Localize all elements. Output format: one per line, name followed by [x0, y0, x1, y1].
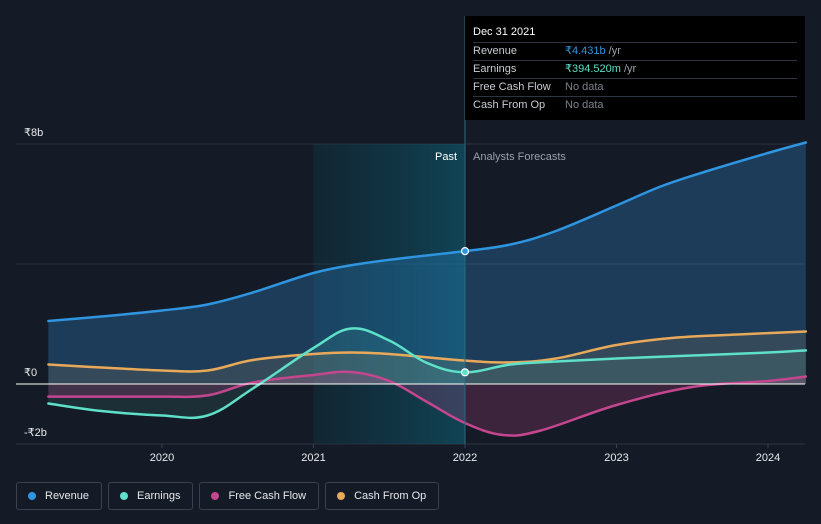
- tooltip-date: Dec 31 2021: [473, 26, 536, 38]
- x-tick-label: 2021: [301, 452, 325, 464]
- legend-item-free-cash-flow[interactable]: Free Cash Flow: [199, 482, 320, 510]
- past-highlight-region: [313, 144, 465, 444]
- revenue-line: [47, 141, 808, 323]
- legend-item-earnings[interactable]: Earnings: [108, 482, 194, 510]
- financial-chart: ₹8b ₹0 -₹2b 2020 2021 2022 2023 2024 Past Analy…: [16, 16, 808, 464]
- tooltip-row-cash-from-op: Cash From Op No data: [473, 96, 797, 114]
- tooltip-row-value: No data: [565, 99, 604, 111]
- tooltip-row-value: ₹4.431b: [565, 45, 606, 57]
- legend-dot-icon: [120, 492, 129, 500]
- legend-item-revenue[interactable]: Revenue: [16, 482, 103, 510]
- x-tick-label: 2024: [756, 452, 780, 464]
- legend-label: Free Cash Flow: [228, 490, 307, 502]
- legend-dot-icon: [337, 492, 346, 500]
- tooltip-row-label: Revenue: [473, 45, 518, 57]
- legend-label: Revenue: [45, 490, 90, 502]
- earnings-area: [48, 328, 806, 418]
- cash-from-op-line: [47, 330, 808, 373]
- y-tick-label: ₹0: [24, 367, 37, 379]
- tooltip-row-unit: /yr: [608, 45, 621, 57]
- revenue-marker: [460, 247, 470, 256]
- tooltip-row-unit: /yr: [623, 63, 637, 75]
- tooltip-row-free-cash-flow: Free Cash Flow No data: [473, 78, 797, 96]
- y-tick-label: -₹2b: [24, 427, 47, 439]
- x-tick-label: 2023: [604, 452, 628, 464]
- legend: Revenue Earnings Free Cash Flow Cash Fro…: [16, 482, 440, 510]
- tooltip-row-value: No data: [565, 81, 604, 93]
- tooltip-row-label: Free Cash Flow: [473, 81, 551, 93]
- tooltip-row-label: Earnings: [473, 63, 517, 75]
- legend-label: Earnings: [137, 490, 181, 502]
- tooltip-row-revenue: Revenue ₹4.431b /yr: [473, 42, 797, 60]
- tooltip-row-value: ₹394.520m: [565, 63, 621, 75]
- legend-label: Cash From Op: [354, 490, 427, 502]
- legend-dot-icon: [211, 492, 220, 500]
- legend-item-cash-from-op[interactable]: Cash From Op: [325, 482, 440, 510]
- earnings-line: [47, 327, 808, 420]
- free-cash-flow-line: [47, 370, 808, 437]
- earnings-marker: [460, 368, 470, 377]
- tooltip-row-label: Cash From Op: [473, 99, 546, 111]
- forecast-label: Analysts Forecasts: [473, 151, 566, 163]
- legend-dot-icon: [28, 492, 36, 500]
- tooltip: Dec 31 2021 Revenue ₹4.431b /yr Earnings…: [465, 16, 805, 120]
- x-tick-label: 2022: [453, 452, 477, 464]
- tooltip-row-earnings: Earnings ₹394.520m /yr: [473, 60, 797, 78]
- x-tick-label: 2020: [150, 452, 174, 464]
- revenue-area: [48, 142, 806, 384]
- free-cash-flow-area: [48, 371, 806, 436]
- past-label: Past: [435, 151, 457, 163]
- y-tick-label: ₹8b: [24, 127, 43, 139]
